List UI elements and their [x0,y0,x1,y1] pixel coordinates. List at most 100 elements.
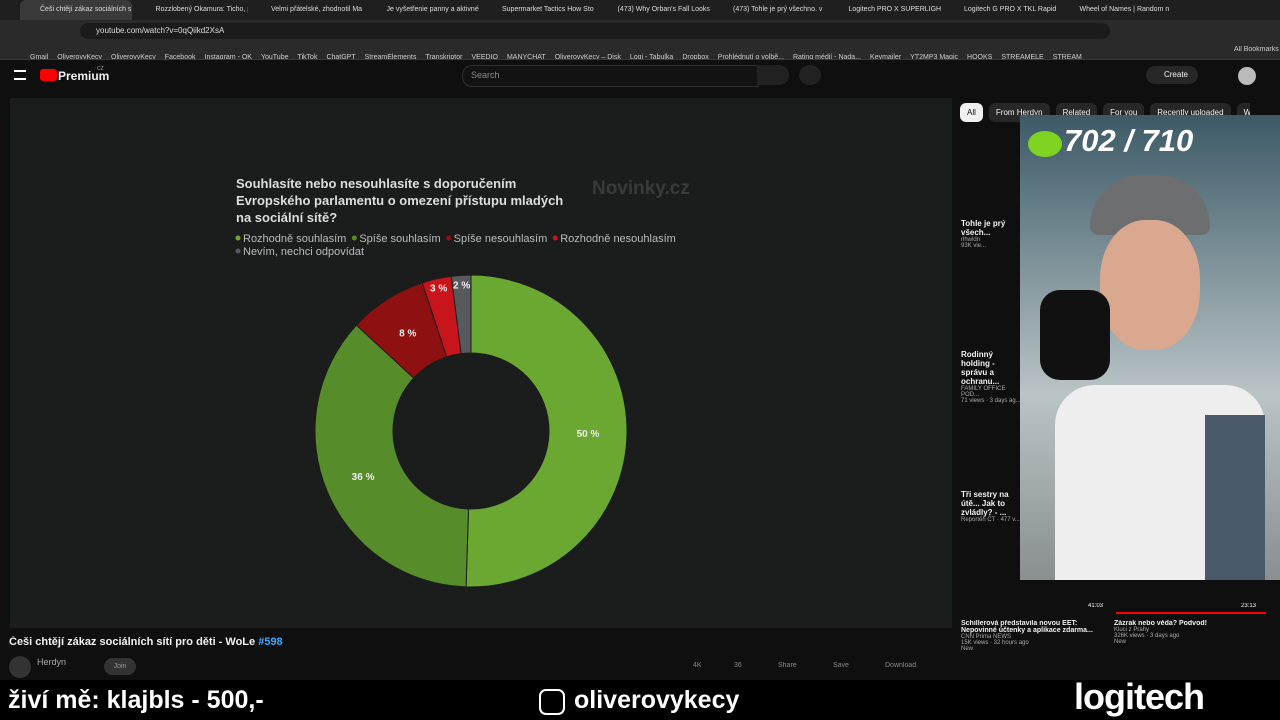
sidebar-title: Tohle je prý všech... [961,219,1006,237]
bookmark[interactable]: VEEDIO [471,54,498,60]
bookmark[interactable]: StreamElements [364,54,417,60]
legend-dot [235,248,241,254]
address-bar[interactable] [80,23,1110,39]
sidebar-channel: rlhwldn [961,237,981,243]
legend-dot [351,235,357,241]
tab[interactable]: Je vyšetřenie panny a aktivné [386,6,479,13]
sidebar-meta: 71 views · 3 days ag... [961,398,1021,404]
tab[interactable]: Supermarket Tactics How Sto [502,6,594,13]
avatar[interactable] [1238,67,1256,85]
item-badge: New [961,646,974,652]
video-item[interactable]: Schillerová představila novou EET: Nepov… [961,620,1101,652]
bookmark[interactable]: Transkriptor [425,54,463,60]
donut-slice [450,274,472,355]
slice-label: 3 % [430,284,447,295]
sidebar-item[interactable]: Tři sestry na útě... Jak to zvládly? - .… [961,490,1023,523]
bookmark[interactable]: Instagram - OK [204,54,252,60]
tab[interactable]: Logitech G PRO X TKL Rapid [964,6,1056,13]
bookmark[interactable]: TikTok [297,54,318,60]
bookmark[interactable]: Gmail [30,54,49,60]
toolbar: youtube.com/watch?v=0qQiikd2XsA [0,20,1280,42]
lime-icon [1028,131,1062,157]
join-button[interactable]: Join [104,658,136,675]
counter: 702 / 710 [1064,123,1194,158]
bookmark[interactable]: MANYCHAT [506,54,546,60]
bookmark[interactable]: HOOKS [967,54,993,60]
chip[interactable]: All [960,103,983,122]
bookmark[interactable]: ChatGPT [326,54,356,60]
search-button[interactable] [757,65,789,85]
bookmarks: Gmail OliverovyKecy OliverovyKecy Facebook I… [30,46,1210,60]
tab[interactable]: Rozzlobený Okamura: Ticho, pl [155,6,248,13]
sidebar-item[interactable]: Rodinný holding - správu a ochranu... FAM… [961,350,1023,404]
share[interactable]: Share [778,662,797,669]
sidebar-title: Rodinný holding - správu a ochranu... [961,350,1000,386]
slice-label: 8 % [399,329,416,340]
download[interactable]: Download [885,662,917,669]
tab[interactable]: Češi chtějí zákaz sociálních sít [20,0,132,20]
all-bookmarks[interactable]: All Bookmarks [1234,46,1279,53]
bookmark[interactable]: YT2MP3 Magic [910,54,959,60]
likes[interactable]: 4K [693,662,702,669]
channel-avatar[interactable] [9,656,31,678]
tab[interactable]: (473) Tohle je prý všechno. v [733,6,823,13]
bookmark[interactable]: Prohlédnutí o volbě... [717,54,784,60]
bookmark[interactable]: Dropbox [682,54,709,60]
menu-icon[interactable] [14,70,26,80]
bookmark[interactable]: YouTube [260,54,289,60]
support-text: živí mě: klajbls - 500,- [8,686,264,714]
item-badge: New [1114,639,1127,645]
sidebar-meta: 93K vie... [961,243,987,249]
item-title: Schillerová představila novou EET: Nepov… [961,620,1093,634]
item-channel: CNN Prima NEWS [961,634,1012,640]
legend-label: Nevím, nechci odpovídat [243,246,364,258]
bookmark[interactable]: STREAMELE [1001,54,1044,60]
item-meta: 15K views · 32 hours ago [961,640,1029,646]
bookmark[interactable]: Logi - Tabulka [629,54,674,60]
tab-bar: Češi chtějí zákaz sociálních sít Rozzlobe… [0,0,1280,20]
sidebar-channel: Reportéři ČT · 477 v... [961,517,1020,523]
search-placeholder: Search [471,70,500,80]
microphone [1040,290,1110,380]
title-text: Češi chtějí zákaz sociálních sítí pro dě… [9,636,256,648]
tab[interactable]: Wheel of Names | Random n [1079,6,1170,13]
episode[interactable]: #598 [258,636,283,648]
brand: logitech [1074,676,1205,717]
legend-label: Spíše nesouhlasím [454,233,548,245]
bookmark[interactable]: Keymailer [870,54,902,60]
bookmark[interactable]: OliverovyKecy – Disk [554,54,621,60]
item-title: Zázrak nebo věda? Podvod! [1114,620,1207,627]
voice-button[interactable] [799,65,821,85]
bookmark[interactable]: OliverovyKecy [111,54,156,60]
face [1100,220,1200,350]
chart-title: Souhlasíte nebo nesouhlasíte s doporučen… [236,176,563,225]
region: CZ [97,66,104,72]
comments[interactable]: 36 [734,662,742,669]
tab[interactable]: (473) Why Orban's Fall Looks [617,6,710,13]
save[interactable]: Save [833,662,849,669]
progress [1116,612,1266,614]
tab[interactable]: Logitech PRO X SUPERLIGHT [848,6,941,13]
handle: oliverovykecy [574,686,740,714]
tattoo-arm [1205,415,1265,580]
yt-logo[interactable] [40,69,57,81]
search-box[interactable] [462,65,759,87]
sidebar-item[interactable]: Tohle je prý všech... rlhwldn 93K vie... [961,219,1023,249]
overlay-bar [0,680,1280,720]
legend-dot [235,235,241,241]
bookmark[interactable]: Facebook [164,54,196,60]
logo-text: Premium [58,69,110,83]
duration: 41:03 [1088,603,1104,609]
chart-title-line: Souhlasíte nebo nesouhlasíte s doporučen… [236,176,516,191]
item-channel: Kluci z Prahy [1114,627,1150,633]
create-button[interactable]: Create [1146,66,1198,84]
donut-slice [465,274,628,588]
bookmark[interactable]: STREAM [1052,54,1082,60]
channel-name[interactable]: Herdyn [37,657,67,667]
tab[interactable]: Velmi přátelské, zhodnotil Ma [271,6,363,13]
video-item[interactable]: Zázrak nebo věda? Podvod! Kluci z Prahy 32… [1114,620,1254,645]
bookmark[interactable]: Rating médií - Nada... [792,54,862,60]
bookmark[interactable]: OliverovyKecy [57,54,103,60]
video-title: Češi chtějí zákaz sociálních sítí pro dě… [9,636,283,648]
slice-label: 50 % [577,429,600,440]
